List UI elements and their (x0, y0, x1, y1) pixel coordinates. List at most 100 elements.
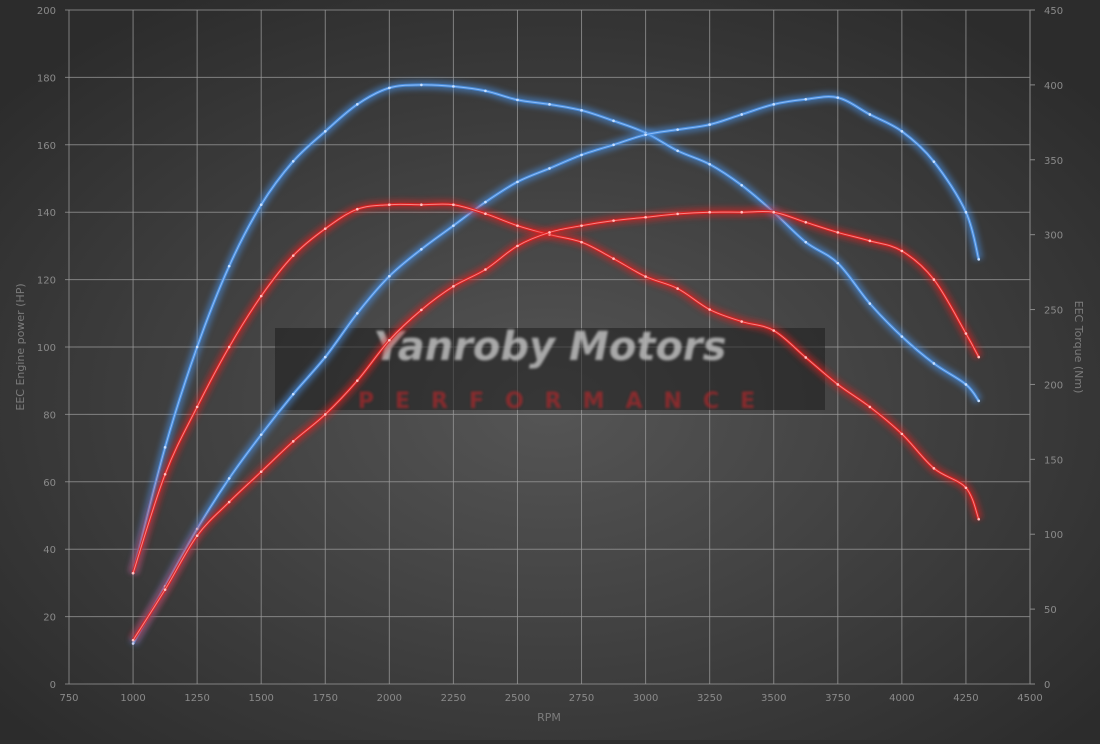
data-point (740, 320, 743, 323)
data-point (516, 180, 519, 184)
data-point (227, 264, 231, 268)
data-point (772, 103, 776, 106)
data-point (964, 383, 968, 386)
data-point (868, 113, 872, 116)
data-point (900, 432, 904, 436)
data-point (932, 278, 936, 281)
data-point (227, 477, 231, 480)
data-point (195, 345, 199, 349)
y-tick-label: 160 (37, 141, 56, 152)
y2-tick-label: 250 (1044, 306, 1063, 317)
y2-tick-label: 450 (1044, 6, 1063, 17)
data-point (580, 109, 583, 112)
x-tick-label: 3750 (825, 693, 850, 704)
data-point (708, 210, 711, 214)
data-point (740, 113, 743, 116)
data-point (612, 257, 615, 260)
data-point (388, 274, 391, 278)
x-tick-label: 4500 (1017, 693, 1042, 704)
x-tick-label: 3000 (633, 693, 658, 704)
data-point (868, 302, 872, 305)
x-tick-label: 4000 (889, 693, 914, 704)
data-point (131, 571, 135, 575)
data-point (227, 500, 231, 504)
x-tick-label: 2250 (441, 693, 466, 704)
data-point (868, 405, 872, 409)
data-point (516, 98, 519, 102)
data-point (163, 473, 167, 476)
data-point (676, 149, 679, 153)
y-axis-right-label: EEC Torque (Nm) (1072, 301, 1085, 394)
data-point (163, 446, 167, 449)
y2-tick-label: 150 (1044, 455, 1063, 466)
data-point (548, 103, 551, 106)
data-point (708, 308, 711, 311)
data-point (612, 219, 615, 222)
data-point (964, 486, 968, 490)
x-tick-label: 3250 (697, 693, 722, 704)
data-point (740, 210, 743, 214)
data-point (420, 247, 423, 251)
series-4 (129, 206, 983, 643)
data-point (644, 133, 647, 136)
y2-tick-label: 350 (1044, 156, 1063, 167)
x-tick-label: 2000 (377, 693, 402, 704)
data-point (580, 153, 583, 157)
x-tick-label: 4250 (953, 693, 978, 704)
watermark-brand: Yanroby Motors (374, 324, 727, 370)
data-point (900, 335, 904, 338)
y-tick-label: 0 (50, 680, 56, 691)
y2-tick-label: 300 (1044, 231, 1063, 242)
y-tick-label: 180 (37, 73, 56, 84)
y2-tick-label: 100 (1044, 530, 1063, 541)
data-point (644, 275, 647, 278)
data-point (836, 96, 840, 99)
y2-tick-label: 200 (1044, 380, 1063, 391)
y-tick-label: 140 (37, 208, 56, 219)
data-point (420, 203, 423, 207)
y-tick-label: 100 (37, 343, 56, 354)
data-point (323, 413, 327, 416)
data-point (977, 517, 981, 521)
x-tick-label: 1250 (184, 693, 209, 704)
y2-tick-label: 400 (1044, 81, 1063, 92)
data-point (676, 287, 679, 290)
data-point (644, 215, 647, 219)
watermark-tagline: PERFORMANCE (358, 389, 776, 414)
data-point (227, 345, 231, 349)
data-point (452, 285, 455, 288)
data-point (195, 405, 199, 409)
data-point (977, 355, 981, 359)
data-point (804, 356, 808, 359)
y-tick-label: 200 (37, 6, 56, 17)
x-tick-label: 1500 (248, 693, 273, 704)
x-axis-label: RPM (537, 711, 561, 724)
data-point (356, 312, 359, 315)
series-highlight (132, 96, 980, 644)
data-point (708, 162, 711, 166)
y-axis-left-ticks: 0 20 40 60 80 100 120 140 160 180 200 (37, 6, 56, 691)
data-point (420, 83, 423, 87)
data-point (676, 212, 679, 216)
y-tick-label: 80 (43, 410, 56, 421)
data-point (932, 160, 936, 163)
series-highlight (132, 210, 980, 641)
data-point (516, 244, 519, 248)
data-point (804, 221, 808, 224)
data-point (836, 231, 840, 234)
data-point (836, 261, 840, 265)
data-point (548, 231, 551, 234)
data-point (388, 203, 391, 207)
series-layer (128, 80, 984, 646)
y-axis-right-ticks: 0 50 100 150 200 250 300 350 400 450 (1044, 6, 1063, 691)
y2-tick-label: 50 (1044, 605, 1057, 616)
data-point (804, 98, 808, 101)
data-point (323, 355, 327, 359)
data-point (484, 212, 487, 215)
data-point (323, 227, 327, 230)
data-point (452, 85, 455, 88)
data-point (977, 399, 981, 403)
series-1 (128, 80, 983, 575)
data-point (612, 143, 615, 147)
